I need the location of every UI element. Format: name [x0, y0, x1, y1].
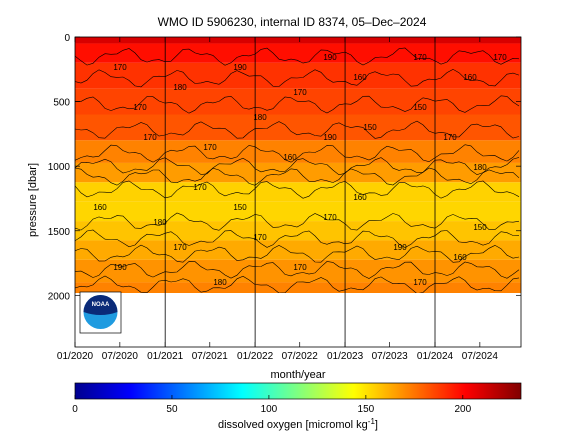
contour-label: 160	[463, 73, 477, 82]
contour-label: 170	[253, 233, 267, 242]
noaa-logo-text: NOAA	[92, 302, 110, 308]
colorbar-tick-label: 150	[358, 404, 375, 415]
heatmap-band	[75, 282, 521, 293]
contour-label: 180	[173, 83, 187, 92]
contour-line	[75, 144, 520, 163]
contour-lines	[75, 47, 520, 293]
heatmap-band	[75, 37, 521, 44]
x-tick-label: 01/2020	[57, 351, 94, 362]
y-axis: 0 500 1000 1500 2000	[48, 33, 521, 302]
contour-label: 170	[113, 63, 127, 72]
x-tick-label: 07/2020	[102, 351, 139, 362]
contour-label: 190	[323, 133, 337, 142]
chart-title: WMO ID 5906230, internal ID 8374, 05–Dec…	[158, 15, 427, 29]
contour-label: 160	[453, 253, 467, 262]
colorbar-tick-label: 0	[72, 404, 78, 415]
heatmap-band	[75, 201, 521, 222]
colorbar-tick-label: 100	[261, 404, 278, 415]
y-tick-label: 2000	[48, 291, 71, 302]
x-tick-label: 07/2024	[462, 351, 499, 362]
contour-label: 180	[253, 113, 267, 122]
colorbar-label-main: dissolved oxygen [micromol kg	[218, 419, 368, 431]
heatmap-band	[75, 43, 521, 63]
heatmap-band	[75, 162, 521, 183]
contour-label: 150	[363, 123, 377, 132]
contour-label: 180	[473, 163, 487, 172]
contour-label: 190	[393, 243, 407, 252]
y-tick-label: 1000	[48, 162, 71, 173]
contour-label: 190	[323, 53, 337, 62]
contour-label: 160	[283, 153, 297, 162]
contour-label: 150	[233, 203, 247, 212]
contour-label: 170	[443, 133, 457, 142]
contour-label: 170	[203, 143, 217, 152]
colorbar-tick-label: 50	[166, 404, 178, 415]
contour-line	[75, 275, 520, 293]
x-axis: 01/2020 07/2020 01/2021 07/2021 01/2022 07/20…	[57, 37, 498, 362]
x-tick-label: 07/2021	[192, 351, 229, 362]
contour-label: 170	[323, 213, 337, 222]
contour-line	[75, 261, 520, 279]
contour-label: 170	[173, 243, 187, 252]
contour-label: 170	[293, 263, 307, 272]
contour-label: 150	[413, 103, 427, 112]
heatmap-band	[75, 221, 521, 241]
contour-line	[75, 120, 520, 139]
contour-line	[75, 68, 520, 88]
contour-label: 160	[353, 73, 367, 82]
contour-line	[75, 212, 520, 231]
contour-line	[75, 229, 520, 248]
noaa-logo: NOAA	[79, 291, 122, 334]
colorbar-label: dissolved oxygen [micromol kg-1]	[218, 417, 378, 431]
heatmap-band	[75, 140, 521, 163]
contour-label: 170	[143, 133, 157, 142]
x-axis-label: month/year	[270, 369, 325, 381]
contour-label: 170	[193, 183, 207, 192]
contour-label: 170	[413, 53, 427, 62]
heatmap-bands	[75, 37, 521, 293]
heatmap-band	[75, 182, 521, 202]
x-tick-label: 01/2023	[327, 351, 364, 362]
colorbar-axis: 0 50 100 150 200	[72, 395, 472, 415]
contour-labels: 170 180 190 170 160 150 160 170 170 160 150 170 160 1…	[93, 53, 507, 287]
contour-label: 180	[213, 278, 227, 287]
y-axis-label: pressure [dbar]	[27, 163, 39, 237]
colorbar-label-close: ]	[375, 419, 378, 431]
contour-label: 190	[113, 263, 127, 272]
contour-line	[75, 95, 520, 114]
colorbar	[74, 382, 522, 400]
x-tick-label: 01/2021	[147, 351, 184, 362]
contour-label: 170	[133, 103, 147, 112]
contour-label: 170	[293, 88, 307, 97]
contour-line	[75, 157, 520, 176]
x-tick-label: 07/2023	[372, 351, 409, 362]
colorbar-label-exponent: -1	[368, 417, 376, 426]
contour-label: 180	[153, 218, 167, 227]
contour-line	[75, 167, 520, 186]
y-tick-label: 0	[64, 33, 70, 44]
contour-label: 190	[233, 63, 247, 72]
plot-frame	[74, 36, 522, 348]
x-tick-label: 01/2024	[417, 351, 454, 362]
contour-label: 170	[413, 278, 427, 287]
y-tick-label: 1500	[48, 227, 71, 238]
heatmap-band	[75, 259, 521, 283]
y-tick-label: 500	[53, 98, 70, 109]
contour-label: 170	[493, 53, 507, 62]
heatmap-band	[75, 62, 521, 89]
colorbar-tick-label: 200	[454, 404, 471, 415]
x-tick-label: 01/2022	[237, 351, 274, 362]
year-markers	[164, 37, 436, 347]
contour-line	[75, 47, 520, 66]
contour-line	[75, 244, 520, 263]
x-tick-label: 07/2022	[282, 351, 319, 362]
contour-line	[75, 180, 520, 199]
contour-label: 150	[473, 223, 487, 232]
contour-label: 160	[353, 193, 367, 202]
contour-label: 160	[93, 203, 107, 212]
